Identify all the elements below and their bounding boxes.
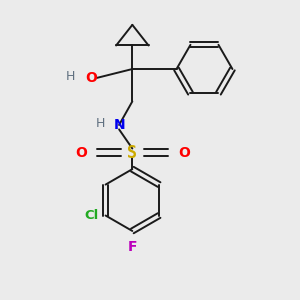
Text: S: S: [127, 144, 137, 162]
Text: H: H: [66, 70, 75, 83]
Text: O: O: [178, 146, 190, 160]
Text: Cl: Cl: [84, 209, 98, 222]
Text: H: H: [95, 117, 105, 130]
Text: O: O: [75, 146, 87, 160]
Text: O: O: [85, 71, 97, 85]
Text: N: N: [113, 118, 125, 132]
Text: F: F: [128, 240, 137, 254]
